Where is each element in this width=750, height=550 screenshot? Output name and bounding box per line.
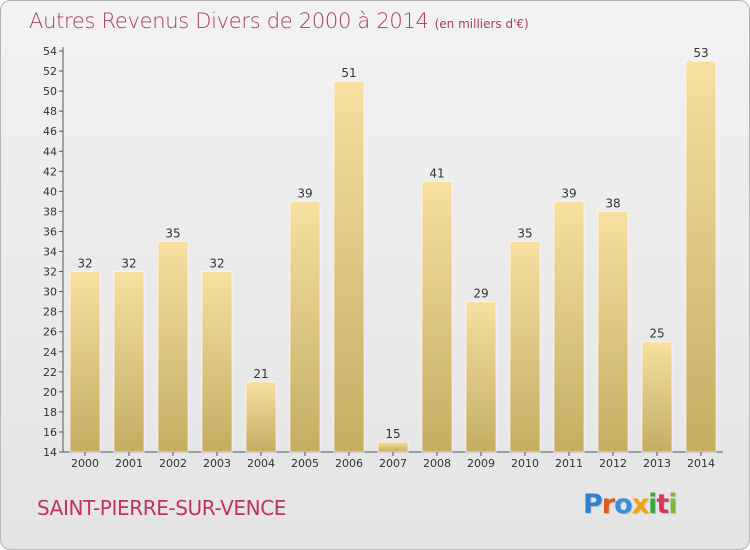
bar <box>245 381 277 453</box>
bar <box>509 240 541 453</box>
logo-letter: P <box>583 489 603 520</box>
x-tick-label: 2001 <box>115 457 143 470</box>
logo-letter: i <box>668 489 677 520</box>
y-tick-label: 50 <box>43 85 57 98</box>
proxiti-logo: Proxiti <box>583 489 678 520</box>
y-tick-label: 40 <box>43 185 57 198</box>
x-tick-label: 2007 <box>379 457 407 470</box>
logo-letter: r <box>601 489 615 520</box>
y-tick-label: 32 <box>43 266 57 279</box>
bar-value-label: 38 <box>605 196 620 210</box>
x-tick-label: 2000 <box>71 457 99 470</box>
bar-value-label: 21 <box>253 367 268 381</box>
logo-letter: i <box>648 489 657 520</box>
chart-title-text: Autres Revenus Divers de 2000 à 2014 <box>29 9 429 33</box>
y-tick-label: 26 <box>43 326 57 339</box>
commune-name: SAINT-PIERRE-SUR-VENCE <box>37 496 286 520</box>
x-tick-label: 2009 <box>467 457 495 470</box>
x-tick-label: 2005 <box>291 457 319 470</box>
y-tick-label: 34 <box>43 246 57 259</box>
bar <box>685 60 717 453</box>
bar-value-label: 35 <box>517 226 532 240</box>
chart-unit-text: (en milliers d'€) <box>434 17 529 31</box>
bar-value-label: 51 <box>341 66 356 80</box>
bar <box>201 271 233 453</box>
y-tick-label: 54 <box>43 45 57 58</box>
y-tick-label: 24 <box>43 346 57 359</box>
x-tick-label: 2002 <box>159 457 187 470</box>
y-tick-label: 38 <box>43 205 57 218</box>
bar <box>377 441 409 453</box>
bar-value-label: 32 <box>121 257 136 271</box>
y-tick-label: 20 <box>43 386 57 399</box>
x-tick-label: 2014 <box>687 457 715 470</box>
bar-value-label: 25 <box>649 327 664 341</box>
bar-value-label: 32 <box>77 257 92 271</box>
bar <box>333 80 365 453</box>
bar <box>421 180 453 453</box>
bar <box>69 271 101 453</box>
y-tick-label: 46 <box>43 125 57 138</box>
bar-value-label: 29 <box>473 287 488 301</box>
x-tick-label: 2010 <box>511 457 539 470</box>
y-tick-label: 42 <box>43 165 57 178</box>
y-tick-label: 18 <box>43 406 57 419</box>
bar-value-label: 32 <box>209 257 224 271</box>
bar <box>553 200 585 453</box>
x-tick-label: 2011 <box>555 457 583 470</box>
x-tick-label: 2008 <box>423 457 451 470</box>
y-tick-label: 22 <box>43 366 57 379</box>
y-tick-label: 48 <box>43 105 57 118</box>
y-tick-label: 52 <box>43 65 57 78</box>
logo-letter: t <box>656 489 669 520</box>
bar <box>597 210 629 453</box>
bar-value-label: 35 <box>165 226 180 240</box>
bar-value-label: 41 <box>429 166 444 180</box>
y-tick-label: 28 <box>43 306 57 319</box>
bar-value-label: 53 <box>693 46 708 60</box>
bar <box>157 240 189 453</box>
x-tick-label: 2006 <box>335 457 363 470</box>
y-tick-label: 30 <box>43 286 57 299</box>
logo-letter: x <box>631 489 649 520</box>
x-tick-label: 2013 <box>643 457 671 470</box>
bar-value-label: 39 <box>561 186 576 200</box>
x-tick-label: 2003 <box>203 457 231 470</box>
bar <box>641 341 673 453</box>
y-tick-label: 14 <box>43 446 57 459</box>
chart-title: Autres Revenus Divers de 2000 à 2014 (en … <box>29 9 529 33</box>
bar-value-label: 15 <box>385 427 400 441</box>
bar <box>113 271 145 453</box>
bar <box>465 301 497 453</box>
y-tick-label: 16 <box>43 426 57 439</box>
x-tick-label: 2004 <box>247 457 275 470</box>
y-tick-label: 44 <box>43 145 57 158</box>
bar-value-label: 39 <box>297 186 312 200</box>
logo-letter: o <box>614 489 633 520</box>
x-tick-label: 2012 <box>599 457 627 470</box>
y-tick-label: 36 <box>43 225 57 238</box>
bar <box>289 200 321 453</box>
